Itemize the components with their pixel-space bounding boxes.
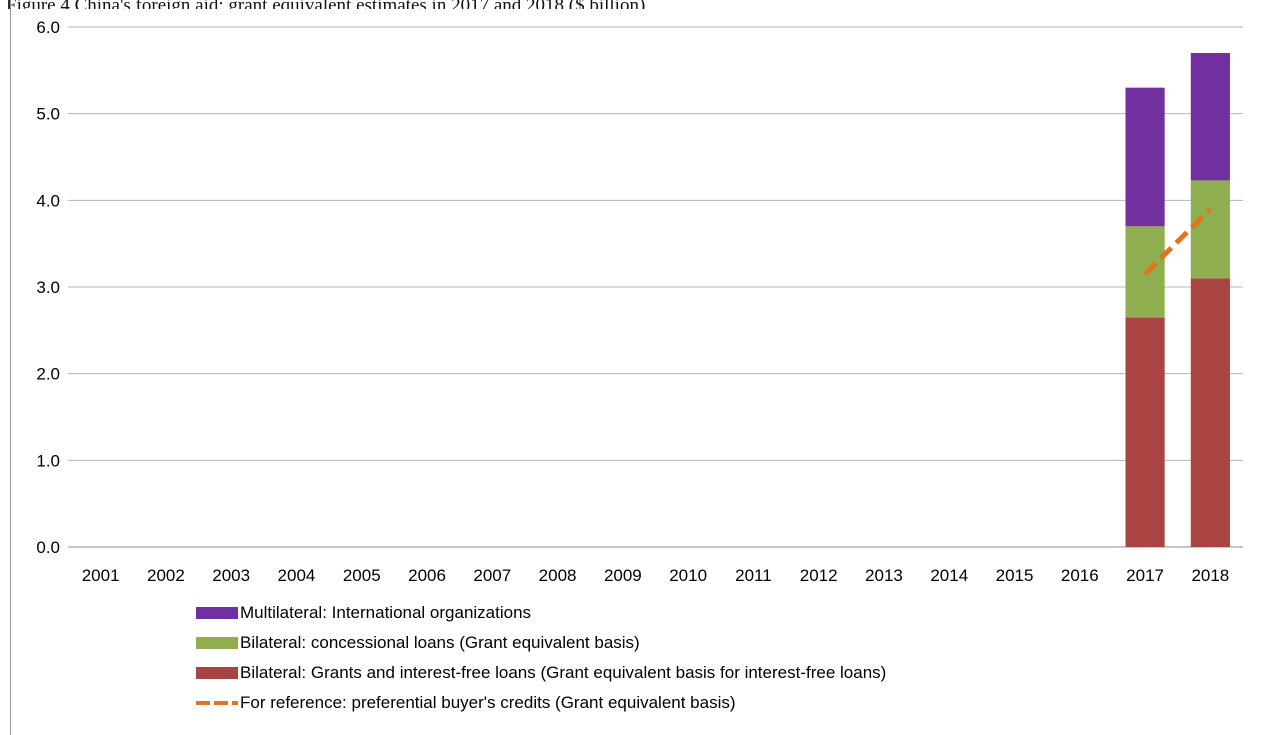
x-tick-label-2003: 2003 bbox=[212, 566, 250, 585]
x-tick-label-2014: 2014 bbox=[930, 566, 968, 585]
x-tick-label-2008: 2008 bbox=[539, 566, 577, 585]
x-tick-label-2006: 2006 bbox=[408, 566, 446, 585]
bar-2018-series-2 bbox=[1190, 53, 1230, 181]
reference-line-buyers-credits bbox=[1143, 207, 1213, 276]
legend-swatch-buyers-credits bbox=[196, 701, 238, 705]
x-tick-label-2015: 2015 bbox=[996, 566, 1034, 585]
bar-2017-series-2 bbox=[1125, 87, 1165, 227]
legend-item-multilateral: Multilateral: International organization… bbox=[196, 598, 886, 628]
bar-2017-series-0 bbox=[1125, 317, 1165, 547]
stacked-bar-chart: 0.0 1.0 2.0 3.0 4.0 5.0 6.0 2001 2002 2003 2004 200… bbox=[36, 18, 1243, 585]
y-tick-label-0: 0.0 bbox=[36, 538, 60, 557]
y-tick-label-6: 6.0 bbox=[36, 18, 60, 37]
x-tick-label-2017: 2017 bbox=[1126, 566, 1164, 585]
y-tick-label-3: 3.0 bbox=[36, 278, 60, 297]
legend-label-buyers-credits: For reference: preferential buyer's cred… bbox=[240, 693, 736, 712]
figure-caption: Figure 4 China's foreign aid: grant equi… bbox=[6, 0, 645, 9]
y-tick-label-1: 1.0 bbox=[36, 451, 60, 470]
y-tick-label-4: 4.0 bbox=[36, 191, 60, 210]
x-tick-label-2009: 2009 bbox=[604, 566, 642, 585]
x-tick-label-2012: 2012 bbox=[800, 566, 838, 585]
x-tick-label-2007: 2007 bbox=[473, 566, 511, 585]
y-tick-label-5: 5.0 bbox=[36, 105, 60, 124]
legend-swatch-concessional bbox=[196, 637, 238, 649]
legend-swatch-multilateral bbox=[196, 607, 238, 619]
bar-2018-series-1 bbox=[1190, 180, 1230, 279]
x-tick-label-2010: 2010 bbox=[669, 566, 707, 585]
x-tick-label-2001: 2001 bbox=[82, 566, 120, 585]
bar-2018-series-0 bbox=[1190, 278, 1230, 547]
x-tick-label-2005: 2005 bbox=[343, 566, 381, 585]
legend-label-grants: Bilateral: Grants and interest-free loan… bbox=[240, 663, 887, 682]
x-tick-label-2016: 2016 bbox=[1061, 566, 1099, 585]
legend-item-concessional: Bilateral: concessional loans (Grant equ… bbox=[196, 628, 886, 658]
x-tick-label-2013: 2013 bbox=[865, 566, 903, 585]
legend-label-multilateral: Multilateral: International organization… bbox=[240, 603, 532, 622]
x-tick-label-2018: 2018 bbox=[1191, 566, 1229, 585]
x-tick-label-2004: 2004 bbox=[278, 566, 316, 585]
legend: Multilateral: International organization… bbox=[196, 598, 886, 718]
frame-left-border bbox=[10, 0, 11, 735]
x-tick-label-2002: 2002 bbox=[147, 566, 185, 585]
y-tick-label-2: 2.0 bbox=[36, 365, 60, 384]
figure-caption-end: , bbox=[1250, 0, 1255, 9]
legend-label-concessional: Bilateral: concessional loans (Grant equ… bbox=[240, 633, 640, 652]
x-tick-label-2011: 2011 bbox=[735, 566, 772, 585]
legend-item-grants: Bilateral: Grants and interest-free loan… bbox=[196, 658, 886, 688]
legend-swatch-grants bbox=[196, 667, 238, 679]
legend-item-buyers-credits: For reference: preferential buyer's cred… bbox=[196, 688, 886, 718]
